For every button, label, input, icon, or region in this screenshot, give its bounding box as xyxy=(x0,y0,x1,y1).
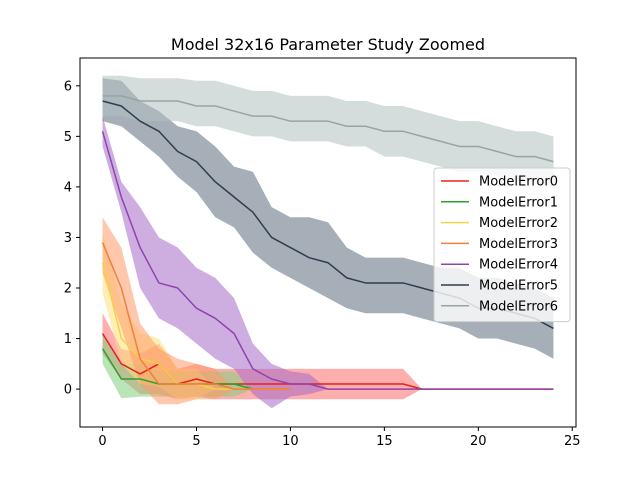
x-tick-label: 25 xyxy=(564,434,581,449)
legend-label-modelerror3: ModelError3 xyxy=(479,237,558,252)
line-modelerror4 xyxy=(101,131,554,390)
x-tick-label: 5 xyxy=(192,434,200,449)
y-axis: 0 1 2 3 4 5 6 xyxy=(64,79,80,398)
line-modelerror6 xyxy=(102,95,554,163)
x-tick-label: 0 xyxy=(98,434,106,449)
band-modelerror4 xyxy=(102,116,554,409)
x-tick-label: 15 xyxy=(376,434,393,449)
y-tick-label: 3 xyxy=(64,231,72,246)
x-tick-label: 20 xyxy=(470,434,487,449)
y-tick-label: 1 xyxy=(64,332,72,347)
plot-frame xyxy=(79,57,577,428)
legend-label-modelerror1: ModelError1 xyxy=(479,195,558,210)
y-tick-label: 4 xyxy=(64,180,72,195)
line-modelerror3 xyxy=(101,242,291,390)
legend: ModelError0 ModelError1 ModelError2 ModelEr… xyxy=(433,167,571,323)
x-axis: 0 5 10 15 20 25 xyxy=(98,427,581,449)
y-tick-label: 5 xyxy=(64,130,72,145)
legend-label-modelerror4: ModelError4 xyxy=(479,258,558,273)
band-modelerror6 xyxy=(102,75,554,187)
legend-label-modelerror0: ModelError0 xyxy=(479,175,558,190)
legend-label-modelerror6: ModelError6 xyxy=(479,299,558,314)
y-tick-label: 0 xyxy=(64,383,72,398)
legend-label-modelerror5: ModelError5 xyxy=(479,279,558,294)
chart-title: Model 32x16 Parameter Study Zoomed xyxy=(171,35,485,54)
y-tick-label: 6 xyxy=(64,79,72,94)
band-modelerror3 xyxy=(102,217,291,405)
y-tick-label: 2 xyxy=(64,281,72,296)
legend-box xyxy=(433,167,571,323)
legend-label-modelerror2: ModelError2 xyxy=(479,216,558,231)
x-tick-label: 10 xyxy=(282,434,299,449)
